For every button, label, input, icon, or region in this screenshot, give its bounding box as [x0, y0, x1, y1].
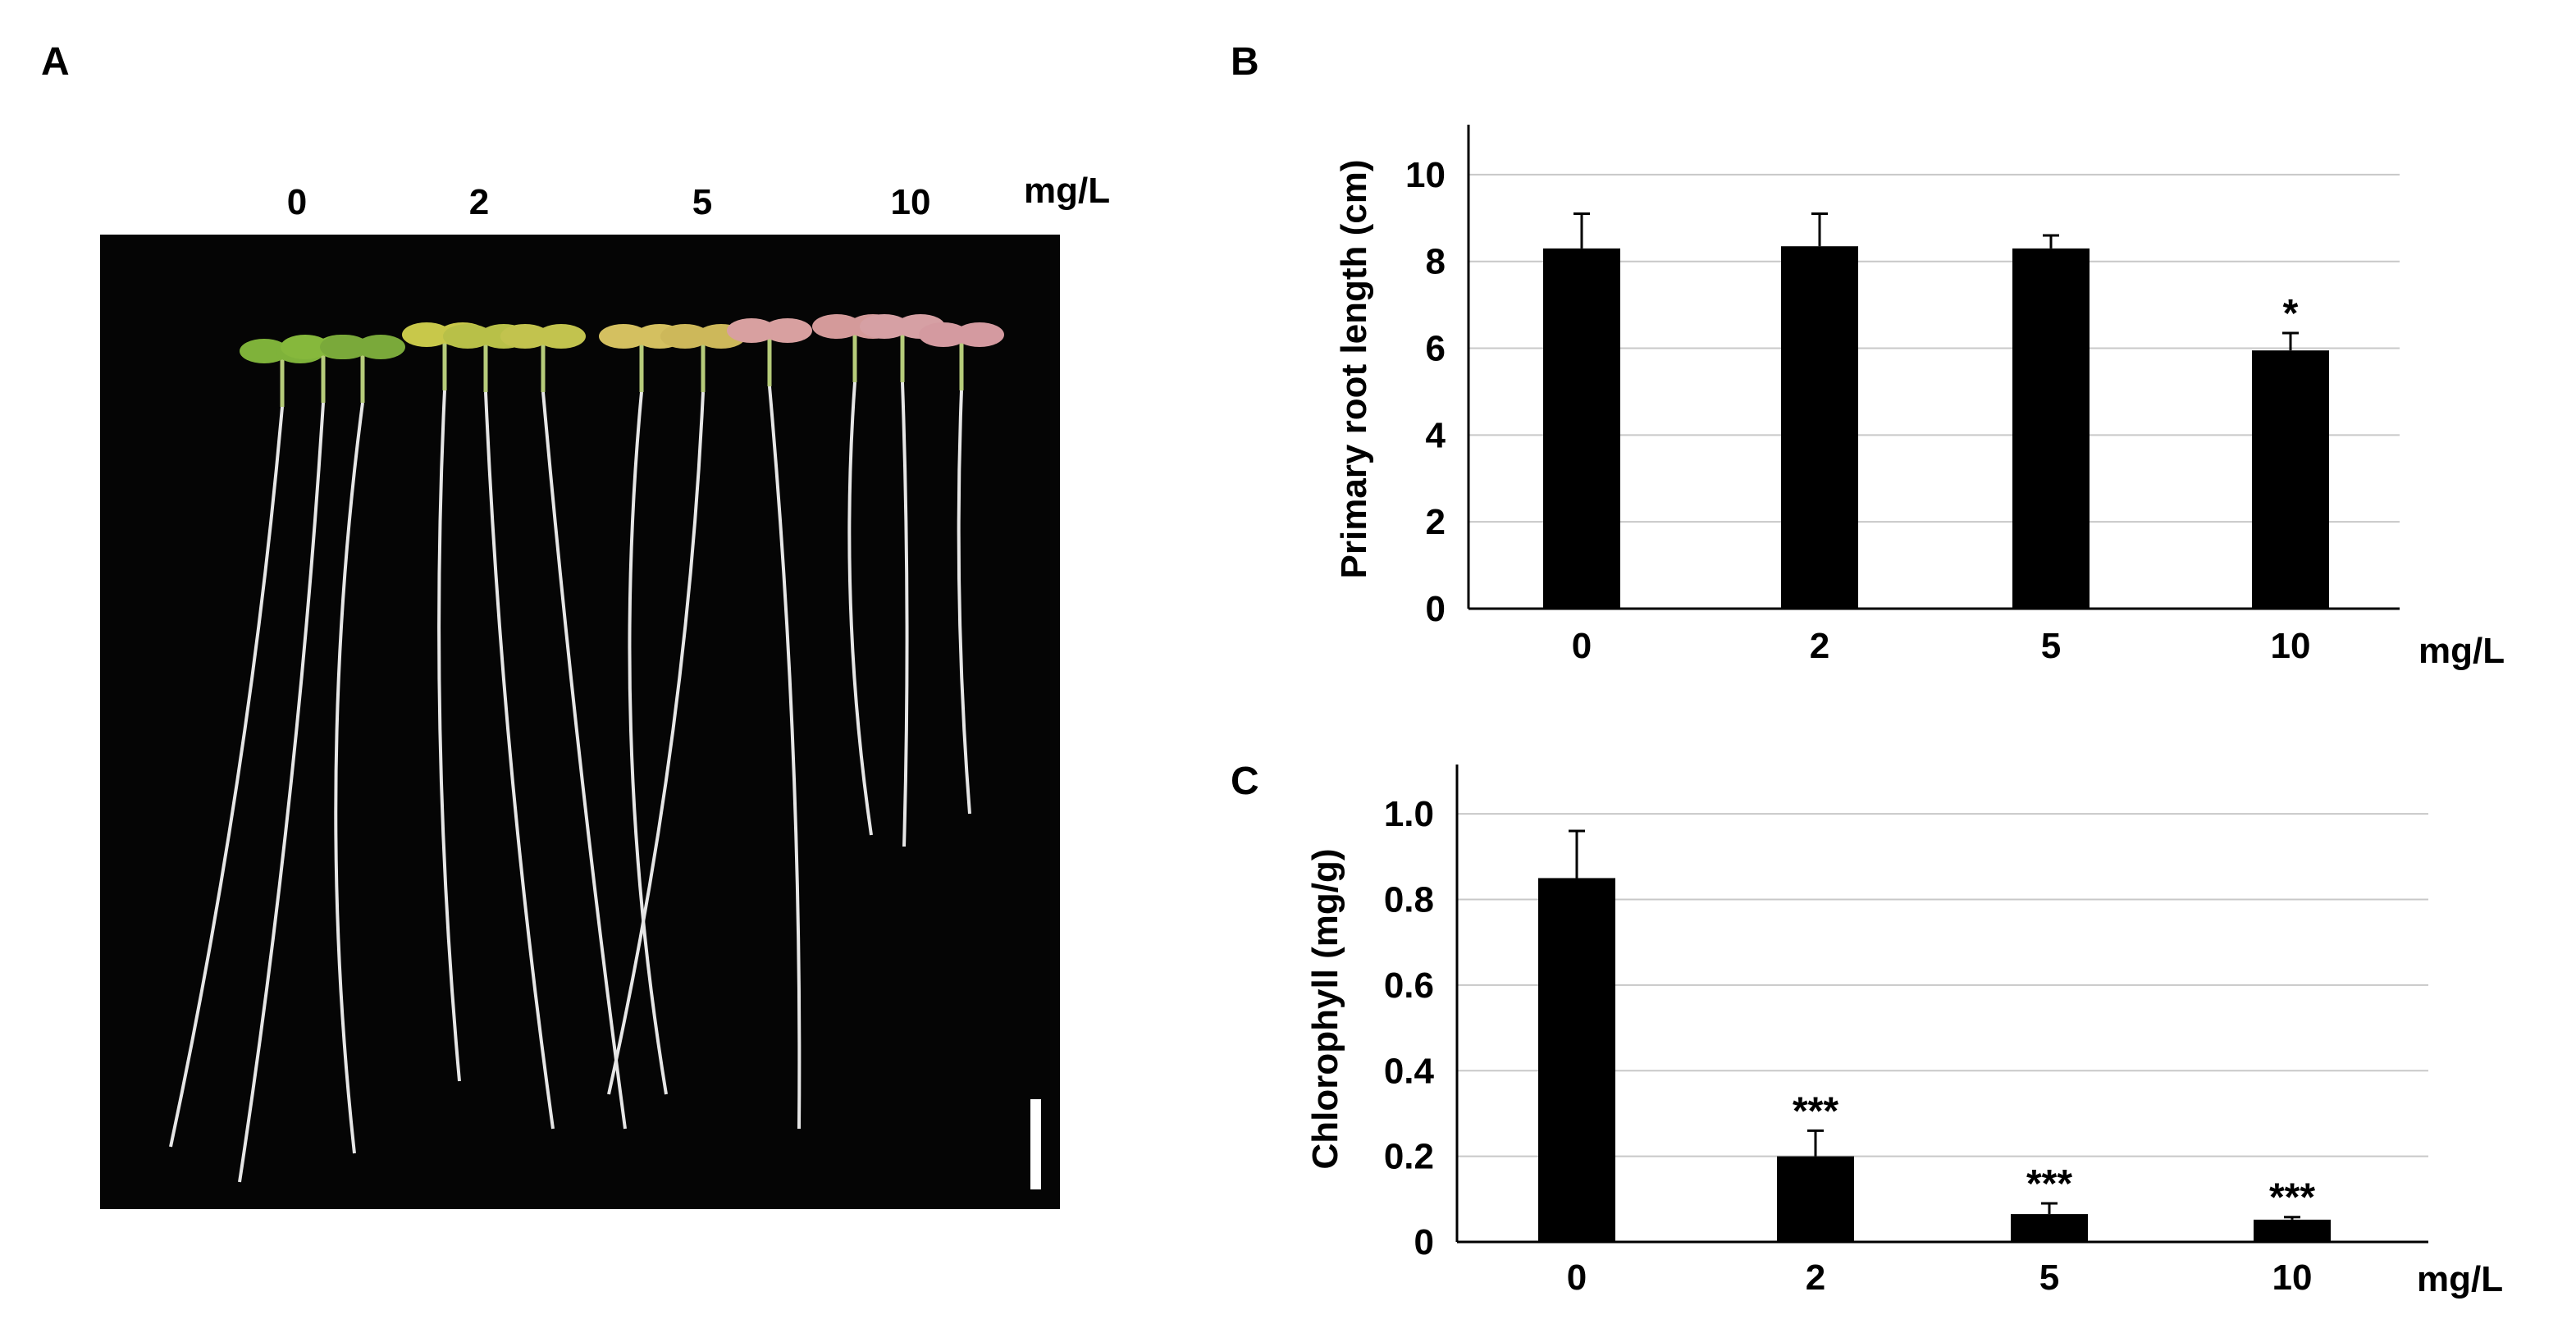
seedling-root [238, 402, 325, 1183]
seedling-leaf [500, 324, 550, 349]
seedling-leaf [812, 314, 861, 339]
concentration-label-2: 2 [468, 182, 490, 222]
seedling-leaf [860, 314, 909, 339]
x-tick-label-b-0: 0 [1572, 626, 1592, 666]
x-tick-label-c-10: 10 [2272, 1258, 2313, 1298]
concentration-unit: mg/L [1024, 171, 1111, 211]
x-tick-label-b-10: 10 [2271, 626, 2311, 666]
seedling-root [169, 406, 284, 1148]
x-unit-label-c: mg/L [2417, 1259, 2503, 1299]
seedling-illustration [169, 314, 1004, 1183]
y-tick-label-b: 10 [1405, 155, 1446, 195]
panel-c-letter: C [1231, 760, 1259, 803]
y-tick-label-b: 0 [1426, 589, 1446, 629]
scale-bar [1030, 1099, 1041, 1189]
x-tick-label-c-5: 5 [2039, 1258, 2059, 1298]
y-axis-label-b: Primary root length (cm) [1334, 160, 1374, 579]
seedling-leaf [320, 335, 369, 359]
y-tick-label-b: 4 [1426, 415, 1446, 455]
significance-label-b-10: * [2283, 292, 2299, 336]
seedling-leaf [660, 324, 710, 349]
y-tick-label-b: 6 [1426, 329, 1446, 369]
seedling-root [437, 390, 461, 1082]
seedling-leaf [356, 335, 405, 359]
y-axis-label-c: Chlorophyll (mg/g) [1305, 848, 1345, 1169]
seedling-photo [100, 235, 1060, 1209]
x-tick-label-c-2: 2 [1806, 1258, 1825, 1298]
bar-b-2 [1781, 246, 1858, 609]
seedling-leaf [240, 339, 289, 363]
bar-c-5 [2011, 1214, 2088, 1242]
bar-b-5 [2012, 248, 2090, 609]
seedling-leaf [537, 324, 586, 349]
seedling-root [901, 381, 909, 847]
bar-b-0 [1543, 248, 1620, 609]
bar-c-0 [1538, 878, 1615, 1242]
y-tick-label-c: 0 [1414, 1222, 1434, 1262]
x-unit-label-b: mg/L [2418, 631, 2505, 671]
panel-b-letter: B [1231, 40, 1259, 84]
seedling-leaf [763, 318, 812, 343]
bar-c-10 [2254, 1219, 2331, 1242]
y-tick-label-c: 0.8 [1384, 880, 1434, 920]
seedling-root [768, 386, 802, 1130]
y-tick-label-c: 0.4 [1384, 1051, 1435, 1091]
significance-label-c-10: *** [2269, 1176, 2315, 1220]
x-tick-label-c-0: 0 [1567, 1258, 1587, 1298]
seedling-leaf [599, 324, 648, 349]
seedling-leaf [402, 322, 451, 347]
seedling-leaf [281, 335, 330, 359]
y-tick-label-b: 2 [1426, 502, 1446, 542]
x-tick-label-b-2: 2 [1810, 626, 1829, 666]
seedling-leaf [727, 318, 776, 343]
concentration-label-0: 0 [286, 182, 308, 222]
seedling-root [607, 391, 705, 1095]
seedling-leaf [443, 324, 492, 349]
seedling-root [484, 391, 555, 1130]
seedling-root [541, 391, 627, 1130]
seedling-root [628, 391, 668, 1095]
significance-label-c-2: *** [1793, 1089, 1838, 1133]
panel-a-letter: A [41, 40, 70, 84]
concentration-label-5: 5 [692, 182, 713, 222]
seedling-root [957, 390, 971, 815]
x-tick-label-b-5: 5 [2041, 626, 2061, 666]
seedling-root [334, 402, 364, 1154]
y-tick-label-c: 1.0 [1384, 794, 1434, 834]
seedling-root [847, 381, 873, 836]
bar-c-2 [1777, 1156, 1854, 1242]
y-tick-label-c: 0.6 [1384, 965, 1434, 1006]
concentration-label-10: 10 [890, 182, 931, 222]
y-tick-label-c: 0.2 [1384, 1137, 1434, 1177]
y-tick-label-b: 8 [1426, 242, 1446, 282]
significance-label-c-5: *** [2026, 1162, 2072, 1206]
seedling-leaf [955, 322, 1004, 347]
seedling-leaf [919, 322, 968, 347]
bar-b-10 [2252, 350, 2329, 609]
